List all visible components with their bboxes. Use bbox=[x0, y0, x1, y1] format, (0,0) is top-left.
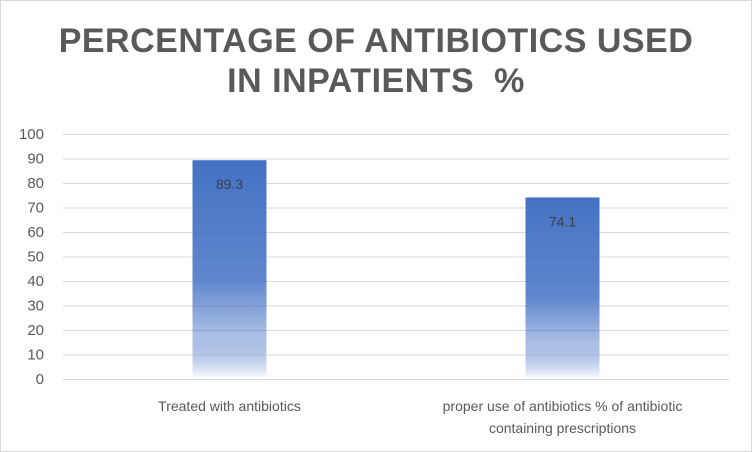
chart-title: PERCENTAGE OF ANTIBIOTICS USED IN INPATI… bbox=[1, 21, 751, 101]
y-tick-label: 90 bbox=[27, 151, 44, 168]
data-label: 89.3 bbox=[216, 176, 243, 192]
y-tick-label: 100 bbox=[19, 126, 44, 143]
y-tick-label: 0 bbox=[36, 371, 44, 388]
y-tick-label: 60 bbox=[27, 224, 44, 241]
y-tick-label: 20 bbox=[27, 322, 44, 339]
x-category-label: containing prescriptions bbox=[489, 420, 636, 436]
bar bbox=[192, 160, 267, 379]
bar bbox=[525, 197, 600, 379]
x-category-label: Treated with antibiotics bbox=[158, 398, 301, 414]
chart-title-line-2: IN INPATIENTS % bbox=[227, 62, 525, 100]
y-tick-label: 30 bbox=[27, 298, 44, 315]
y-tick-label: 40 bbox=[27, 273, 44, 290]
y-tick-label: 10 bbox=[27, 347, 44, 364]
x-category-label: proper use of antibiotics % of antibioti… bbox=[443, 398, 683, 414]
data-label: 74.1 bbox=[549, 213, 576, 229]
chart-title-line-1: PERCENTAGE OF ANTIBIOTICS USED bbox=[58, 22, 694, 60]
y-tick-label: 50 bbox=[27, 249, 44, 266]
y-tick-label: 70 bbox=[27, 200, 44, 217]
y-tick-label: 80 bbox=[27, 175, 44, 192]
